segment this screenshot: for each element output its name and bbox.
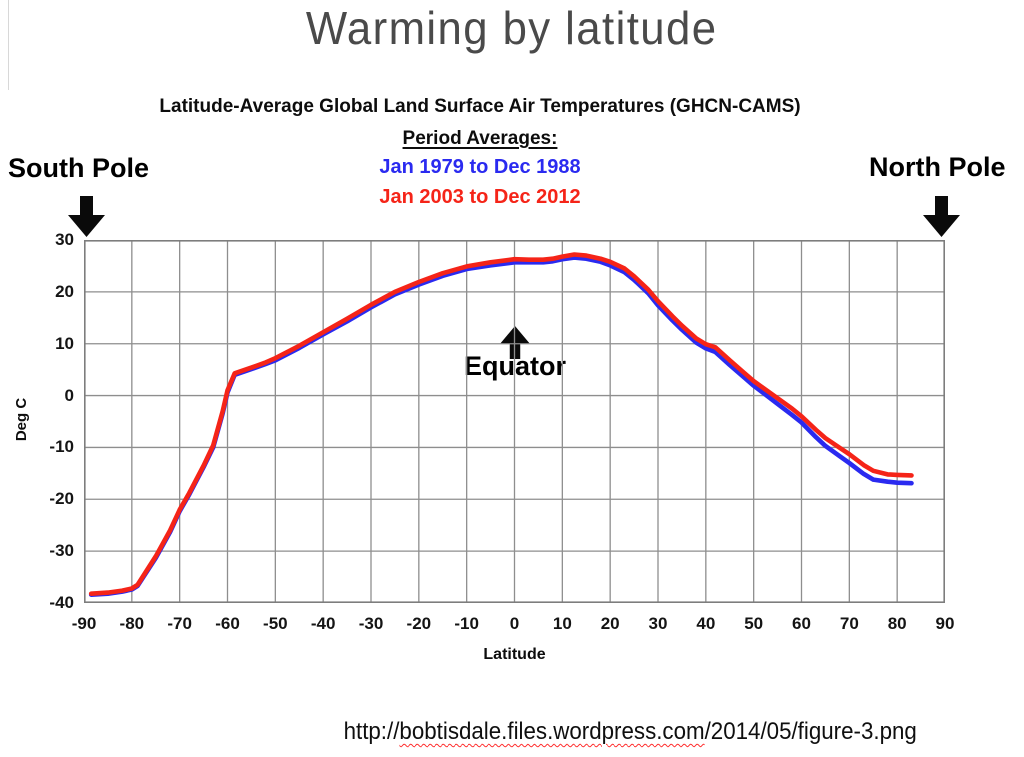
x-tick-label: -20 xyxy=(406,614,432,633)
y-tick-label: 20 xyxy=(55,281,74,301)
x-tick-label: 10 xyxy=(552,614,572,633)
series-line-2003-2012 xyxy=(88,252,914,597)
y-tick-label: -20 xyxy=(49,489,74,509)
x-tick-label: 40 xyxy=(696,614,716,633)
y-tick-label: -10 xyxy=(49,437,74,457)
x-tick-label: -30 xyxy=(358,614,384,633)
x-tick-label: -50 xyxy=(263,614,288,633)
x-tick-label: 70 xyxy=(839,614,859,633)
y-axis-tick-labels: 30 20 10 0 -10 -20 -30 -40 xyxy=(0,230,78,612)
source-url: http://bobtisdale.files.wordpress.com/20… xyxy=(230,718,1024,746)
x-axis-tick-labels: -90 -80 -70 -60 -50 -40 -30 -20 -10 0 10 20 30 40 50 60… xyxy=(72,613,955,637)
south-pole-label: South Pole xyxy=(8,153,149,183)
x-tick-label: -70 xyxy=(167,614,192,633)
plot-border xyxy=(84,240,946,603)
slide-title-text: Warming by latitude xyxy=(306,2,718,54)
x-tick-label: -10 xyxy=(454,614,479,633)
legend-heading: Period Averages: xyxy=(402,128,558,149)
y-tick-label: 10 xyxy=(55,333,74,353)
y-tick-label: 30 xyxy=(55,230,74,249)
y-tick-label: -30 xyxy=(49,541,74,561)
legend-entry-2003-2012: Jan 2003 to Dec 2012 xyxy=(379,186,581,208)
north-pole-label: North Pole xyxy=(869,152,1006,182)
source-url-path: /2014/05/figure-3.png xyxy=(704,718,917,745)
x-axis-title: Latitude xyxy=(483,646,546,663)
y-tick-label: -40 xyxy=(49,593,74,612)
y-tick-label: 0 xyxy=(64,385,74,405)
chart-title: Latitude-Average Global Land Surface Air… xyxy=(159,96,801,117)
source-url-domain: bobtisdale.files.wordpress.com xyxy=(399,718,705,745)
x-tick-label: 50 xyxy=(744,614,764,633)
south-pole-arrow-down-icon xyxy=(68,196,105,237)
source-url-prefix: http:// xyxy=(343,718,400,745)
legend-entry-1979-1988: Jan 1979 to Dec 1988 xyxy=(379,156,581,178)
slide-title: Warming by latitude xyxy=(0,0,1024,58)
x-tick-label: 80 xyxy=(887,614,907,633)
series-line-1979-1988 xyxy=(88,255,914,598)
x-tick-label: 60 xyxy=(792,614,811,633)
placeholder-edge-line xyxy=(8,0,9,90)
x-tick-label: 30 xyxy=(648,614,668,633)
x-tick-label: -80 xyxy=(119,614,145,633)
x-tick-label: -60 xyxy=(215,614,240,633)
x-tick-label: -90 xyxy=(71,614,97,633)
x-tick-label: 0 xyxy=(509,614,520,633)
north-pole-arrow-down-icon xyxy=(923,196,960,237)
source-url-text: http://bobtisdale.files.wordpress.com/20… xyxy=(343,718,916,746)
plot-area xyxy=(84,240,946,603)
x-tick-label: 20 xyxy=(600,614,620,633)
x-tick-label: -40 xyxy=(310,614,336,633)
x-tick-label: 90 xyxy=(935,614,955,633)
